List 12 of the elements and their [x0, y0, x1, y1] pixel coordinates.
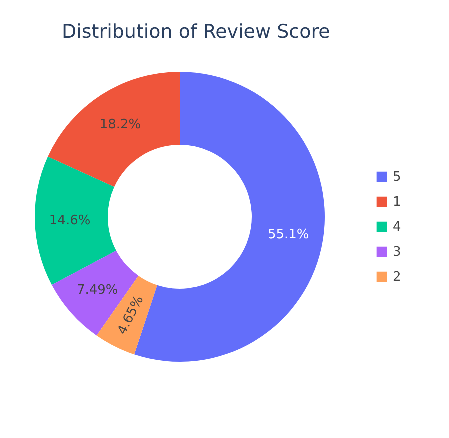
data-label: 55.1%: [268, 227, 310, 242]
data-label: 14.6%: [49, 213, 91, 228]
legend-label: 1: [393, 195, 402, 210]
donut-slice: [48, 72, 180, 188]
legend-label: 4: [393, 220, 402, 235]
legend-label: 2: [393, 270, 402, 285]
data-label: 18.2%: [100, 117, 142, 132]
legend-label: 5: [393, 170, 402, 185]
legend-label: 3: [393, 245, 402, 260]
data-label: 7.49%: [76, 282, 118, 298]
chart-title: Distribution of Review Score: [62, 21, 330, 43]
donut-slice: [35, 156, 116, 286]
